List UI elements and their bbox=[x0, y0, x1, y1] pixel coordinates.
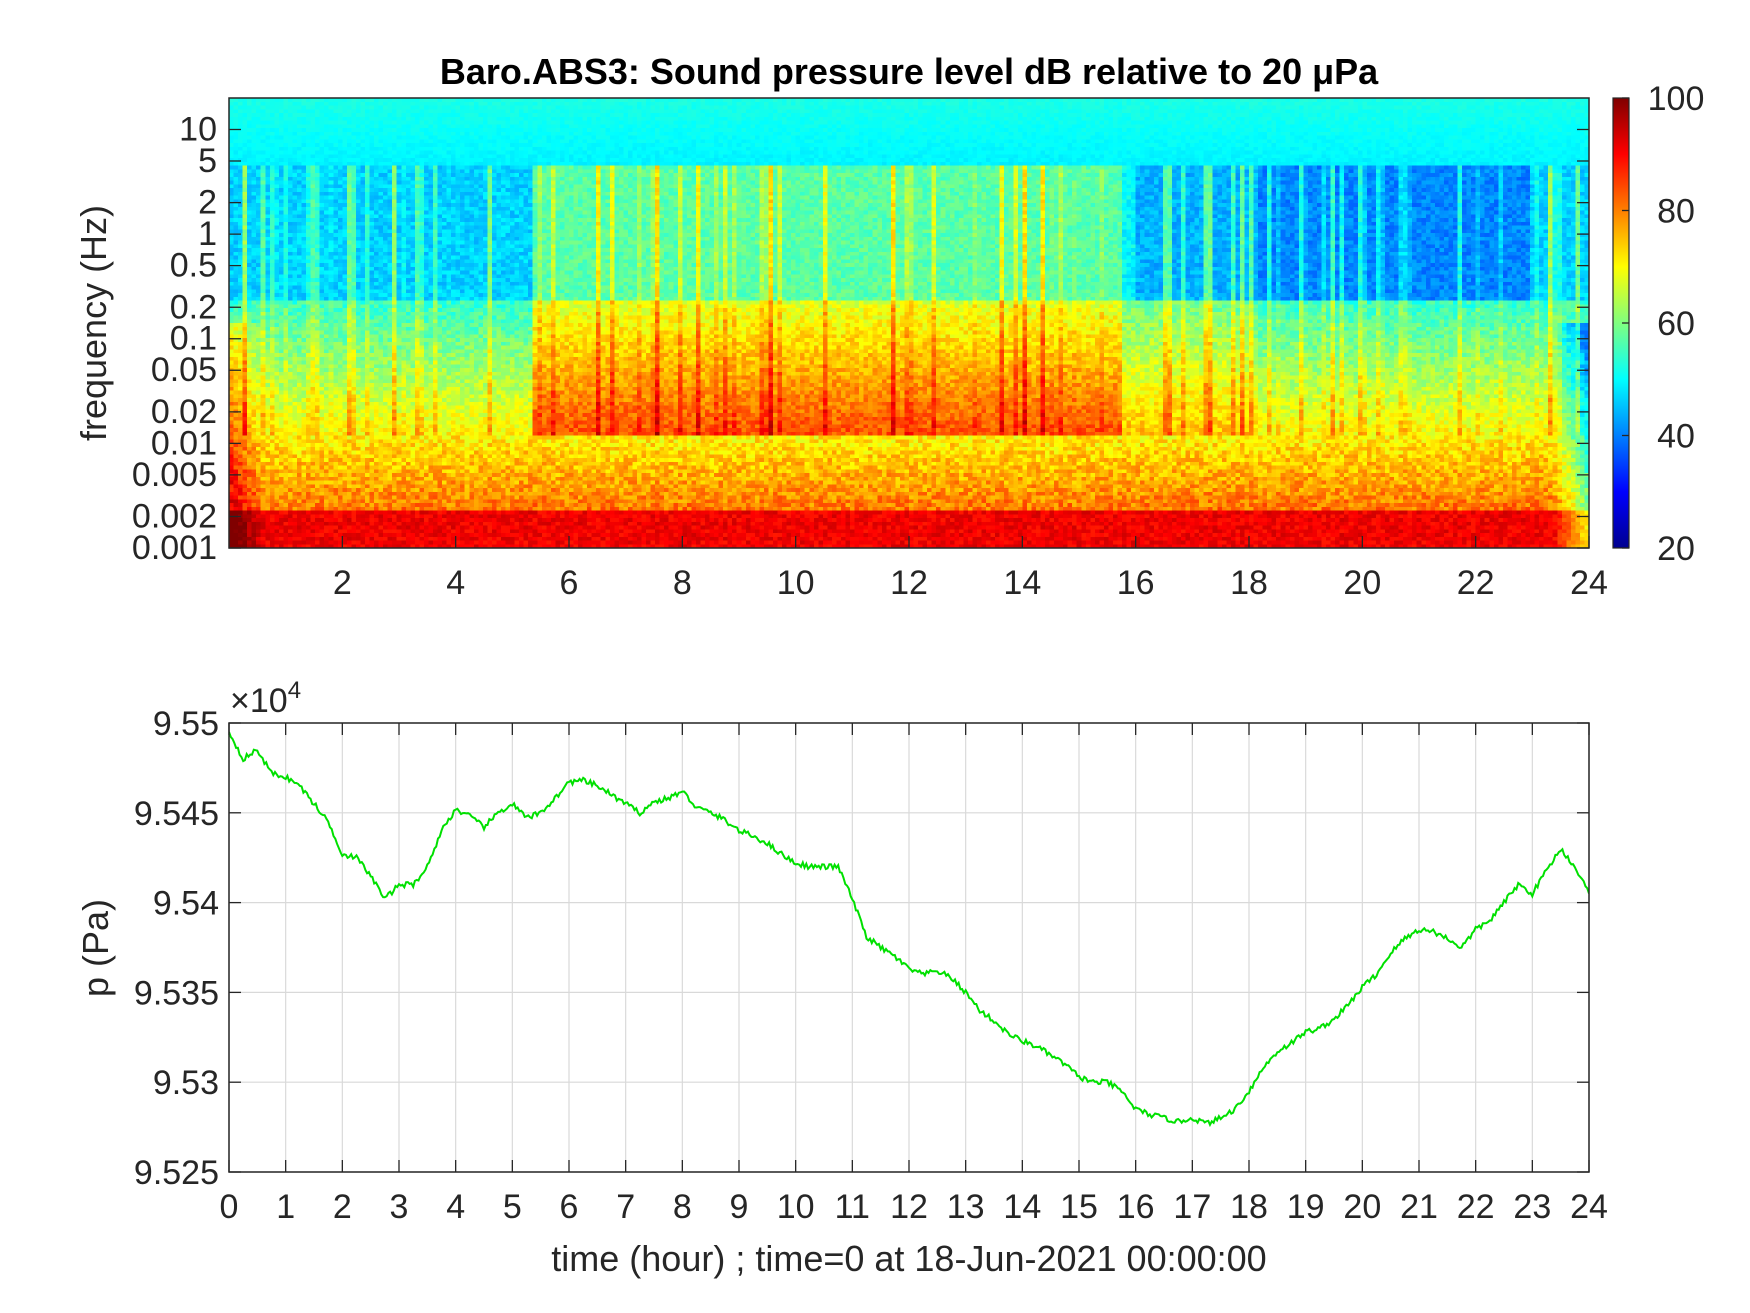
pressure-x-tick-label: 7 bbox=[616, 1188, 635, 1226]
spectrogram-y-tick-label: 0.05 bbox=[151, 351, 217, 389]
pressure-x-tick-label: 5 bbox=[503, 1188, 522, 1226]
pressure-y-tick-label: 9.54 bbox=[153, 885, 219, 923]
spectrogram-x-tick-label: 4 bbox=[446, 564, 465, 602]
pressure-x-tick-label: 22 bbox=[1457, 1188, 1495, 1226]
spectrogram-x-ticks: 2 4 6 8 10 12 14 16 18 20 22 24 bbox=[333, 536, 1608, 602]
pressure-x-tick-label: 24 bbox=[1570, 1188, 1608, 1226]
colorbar-tick-label: 80 bbox=[1657, 193, 1695, 231]
pressure-x-tick-label: 2 bbox=[333, 1188, 352, 1226]
pressure-x-tick-label: 8 bbox=[673, 1188, 692, 1226]
spectrogram-x-tick-label: 6 bbox=[560, 564, 579, 602]
pressure-x-tick-label: 10 bbox=[777, 1188, 815, 1226]
pressure-x-tick-label: 3 bbox=[390, 1188, 409, 1226]
spectrogram-y-tick-label: 0.5 bbox=[170, 247, 217, 285]
spectrogram-image bbox=[229, 98, 1589, 548]
spectrogram-x-tick-label: 20 bbox=[1343, 564, 1381, 602]
pressure-x-tick-label: 17 bbox=[1173, 1188, 1211, 1226]
pressure-x-tick-label: 13 bbox=[947, 1188, 985, 1226]
spectrogram-y-tick-label: 0.2 bbox=[170, 288, 217, 326]
spectrogram-x-tick-label: 14 bbox=[1003, 564, 1041, 602]
pressure-x-tick-label: 16 bbox=[1117, 1188, 1155, 1226]
pressure-x-tick-label: 9 bbox=[730, 1188, 749, 1226]
pressure-x-tick-label: 18 bbox=[1230, 1188, 1268, 1226]
colorbar-tick-label: 100 bbox=[1648, 80, 1705, 118]
pressure-y-ticks: 9.525 9.53 9.535 9.54 9.545 9.55 bbox=[134, 705, 1589, 1192]
spectrogram-y-tick-label: 10 bbox=[179, 110, 217, 148]
pressure-y-tick-label: 9.55 bbox=[153, 705, 219, 743]
spectrogram-y-tick-label: 2 bbox=[198, 184, 217, 222]
pressure-x-tick-label: 19 bbox=[1287, 1188, 1325, 1226]
spectrogram-y-tick-label: 0.1 bbox=[170, 320, 217, 358]
spectrogram-title: Baro.ABS3: Sound pressure level dB relat… bbox=[440, 51, 1379, 92]
spectrogram-raster bbox=[229, 98, 1589, 548]
pressure-x-tick-label: 11 bbox=[835, 1188, 870, 1226]
pressure-series-line bbox=[229, 731, 1589, 1128]
pressure-y-tick-label: 9.53 bbox=[153, 1064, 219, 1102]
colorbar-tick-label: 40 bbox=[1657, 418, 1695, 456]
colorbar-tick-label: 20 bbox=[1657, 530, 1695, 568]
pressure-y-tick-label: 9.525 bbox=[134, 1154, 219, 1192]
spectrogram-x-tick-label: 12 bbox=[890, 564, 928, 602]
spectrogram-x-tick-label: 8 bbox=[673, 564, 692, 602]
pressure-x-tick-label: 23 bbox=[1513, 1188, 1551, 1226]
pressure-x-tick-label: 14 bbox=[1003, 1188, 1041, 1226]
pressure-x-tick-label: 15 bbox=[1060, 1188, 1098, 1226]
colorbar-ticks: 20 40 60 80 100 bbox=[1622, 80, 1704, 568]
colorbar: 20 40 60 80 100 bbox=[1612, 80, 1704, 568]
spectrogram-y-tick-label: 5 bbox=[198, 142, 217, 180]
pressure-y-multiplier-exponent: 4 bbox=[288, 677, 301, 704]
pressure-x-tick-label: 6 bbox=[560, 1188, 579, 1226]
spectrogram-y-tick-label: 1 bbox=[198, 215, 217, 253]
spectrogram-x-tick-label: 10 bbox=[777, 564, 815, 602]
pressure-x-tick-label: 1 bbox=[276, 1188, 295, 1226]
pressure-x-tick-label: 4 bbox=[446, 1188, 465, 1226]
spectrogram-x-tick-label: 18 bbox=[1230, 564, 1268, 602]
spectrogram-y-tick-label: 0.02 bbox=[151, 393, 217, 431]
pressure-panel: 0 1 2 3 4 5 6 7 8 9 10 11 12 13 14 15 16 17 18 19 20 21 22 23 24… bbox=[75, 677, 1608, 1279]
pressure-y-tick-label: 9.545 bbox=[134, 795, 219, 833]
spectrogram-x-tick-label: 22 bbox=[1457, 564, 1495, 602]
pressure-x-tick-label: 21 bbox=[1400, 1188, 1438, 1226]
pressure-x-ticks: 0 1 2 3 4 5 6 7 8 9 10 11 12 13 14 15 16 17 18 19 20 21 22 23 24 bbox=[220, 723, 1608, 1226]
pressure-x-label: time (hour) ; time=0 at 18-Jun-2021 00:0… bbox=[551, 1238, 1266, 1279]
spectrogram-x-tick-label: 24 bbox=[1570, 564, 1608, 602]
spectrogram-y-label: frequency (Hz) bbox=[73, 205, 114, 441]
pressure-x-tick-label: 12 bbox=[890, 1188, 928, 1226]
spectrogram-x-tick-label: 2 bbox=[333, 564, 352, 602]
spectrogram-y-tick-label: 0.002 bbox=[132, 498, 217, 536]
pressure-y-tick-label: 9.535 bbox=[134, 974, 219, 1012]
spectrogram-x-tick-label: 16 bbox=[1117, 564, 1155, 602]
spectrogram-y-tick-label: 0.01 bbox=[151, 424, 217, 462]
spectrogram-panel: Baro.ABS3: Sound pressure level dB relat… bbox=[73, 51, 1608, 602]
pressure-y-label: p (Pa) bbox=[75, 899, 116, 997]
pressure-y-multiplier: ×104 bbox=[230, 677, 301, 720]
spectrogram-y-tick-label: 0.005 bbox=[132, 456, 217, 494]
pressure-x-tick-label: 20 bbox=[1343, 1188, 1381, 1226]
colorbar-tick-label: 60 bbox=[1657, 305, 1695, 343]
pressure-x-tick-label: 0 bbox=[220, 1188, 239, 1226]
spectrogram-y-tick-label: 0.001 bbox=[132, 529, 217, 567]
